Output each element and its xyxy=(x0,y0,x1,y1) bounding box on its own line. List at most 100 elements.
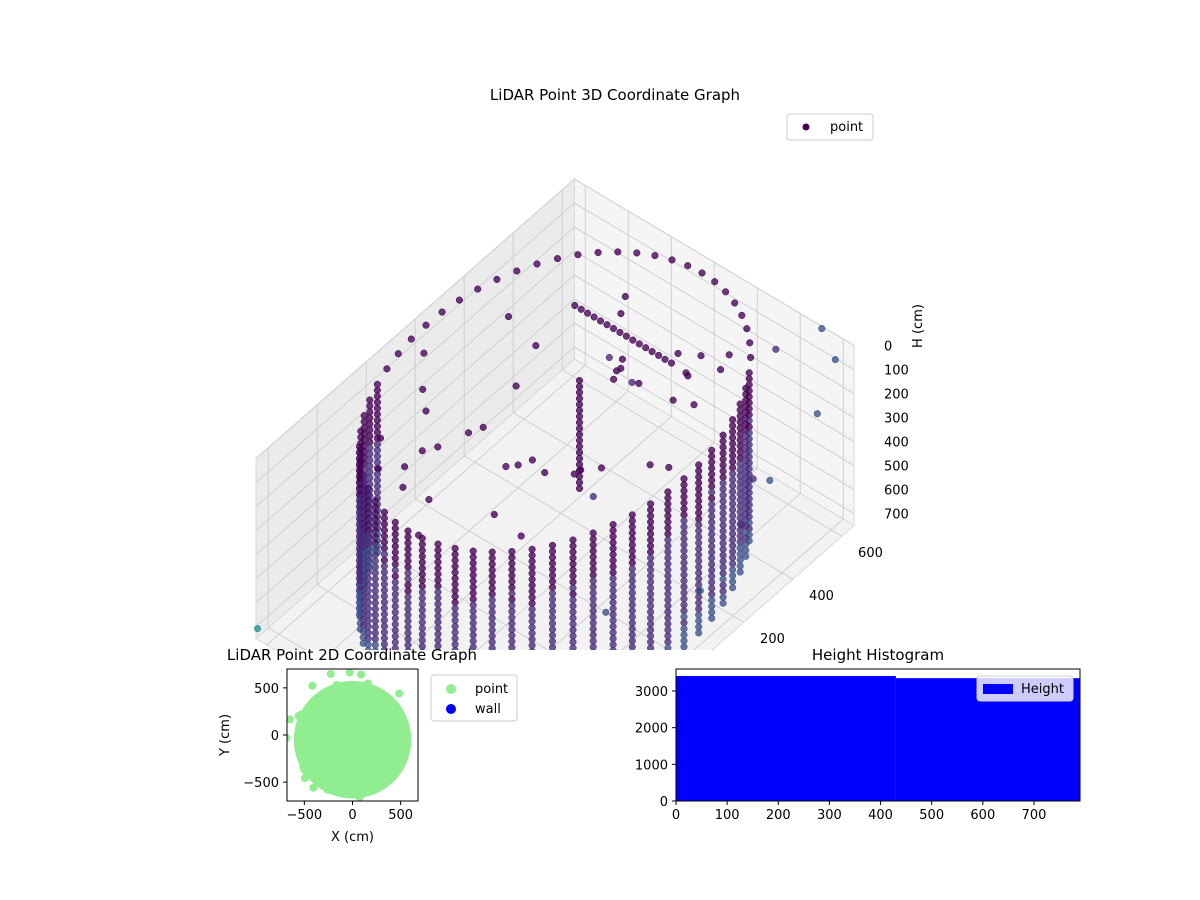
point-2d xyxy=(357,670,366,679)
data-point xyxy=(731,299,739,307)
data-point xyxy=(504,313,513,321)
data-point xyxy=(813,410,821,418)
data-point xyxy=(422,407,430,415)
point-2d xyxy=(335,690,344,699)
data-point xyxy=(617,310,625,318)
y-tick-label-2d: 500 xyxy=(254,682,279,697)
data-point xyxy=(609,324,618,333)
point-2d xyxy=(395,689,404,698)
data-point xyxy=(621,292,629,301)
data-point xyxy=(602,608,610,616)
data-point xyxy=(695,629,703,637)
data-point xyxy=(469,643,477,650)
data-point xyxy=(698,269,706,277)
x-tick-label-hist: 300 xyxy=(817,808,842,823)
data-point xyxy=(404,647,412,650)
data-point xyxy=(451,646,459,650)
data-point xyxy=(766,476,774,484)
data-point xyxy=(628,378,636,386)
h-tick-label: 0 xyxy=(884,339,892,354)
point-2d xyxy=(363,679,372,688)
point-2d xyxy=(339,774,348,783)
grid-h xyxy=(574,178,855,346)
data-point xyxy=(419,648,426,650)
data-point xyxy=(717,366,725,374)
point-2d xyxy=(313,771,322,780)
point-2d xyxy=(287,734,291,743)
grid-y xyxy=(561,369,843,537)
data-point xyxy=(513,267,521,275)
data-point xyxy=(722,288,730,296)
grid-x xyxy=(693,518,844,650)
data-point xyxy=(575,484,584,493)
point-2d xyxy=(357,681,366,690)
data-point xyxy=(648,348,656,356)
x-tick-label-hist: 600 xyxy=(970,808,995,823)
point-2d xyxy=(296,711,305,720)
point-2d xyxy=(359,787,368,796)
data-point xyxy=(746,339,754,347)
data-point xyxy=(629,336,637,344)
x-axis-label-2d: X (cm) xyxy=(331,830,374,845)
data-point xyxy=(747,353,755,362)
y-axis-label-2d: Y (cm) xyxy=(218,714,233,757)
data-point xyxy=(502,462,510,471)
data-point xyxy=(418,447,426,455)
data-point xyxy=(647,644,655,650)
data-point xyxy=(708,614,716,622)
legend-hist-swatch xyxy=(983,684,1013,694)
point-2d xyxy=(309,707,318,716)
legend-2d-label: point xyxy=(475,682,508,697)
data-point xyxy=(609,647,617,650)
data-point xyxy=(616,328,624,336)
data-point xyxy=(488,644,496,650)
data-point xyxy=(719,599,727,607)
data-point xyxy=(401,463,409,471)
x-tick-label-2d: −500 xyxy=(286,808,322,823)
data-point xyxy=(541,469,549,477)
h-tick-label: 400 xyxy=(884,435,909,450)
grid-h xyxy=(574,298,855,466)
data-point xyxy=(664,644,672,650)
data-point xyxy=(394,350,402,358)
data-point xyxy=(490,510,498,519)
data-point xyxy=(603,321,611,329)
data-point xyxy=(655,351,663,359)
legend-hist-box xyxy=(976,675,1074,702)
data-point xyxy=(725,351,733,359)
histogram-title: Height Histogram xyxy=(811,646,945,664)
x-tick-label-hist: 500 xyxy=(919,808,944,823)
points-2d xyxy=(287,669,412,801)
data-point xyxy=(571,301,579,310)
grid-h xyxy=(255,202,575,483)
data-point xyxy=(610,375,618,383)
point-2d xyxy=(287,715,294,724)
data-point xyxy=(646,461,654,469)
grid-h xyxy=(574,202,855,370)
chart-2d-title: LiDAR Point 2D Coordinate Graph xyxy=(226,646,478,664)
data-point xyxy=(738,311,746,319)
point-2d xyxy=(379,770,388,779)
y-tick-label: 200 xyxy=(760,632,785,647)
data-point xyxy=(422,321,430,329)
data-point xyxy=(419,385,427,393)
y-tick-label: 600 xyxy=(858,546,883,561)
grid-h xyxy=(255,178,575,459)
data-point xyxy=(508,643,516,650)
data-point xyxy=(628,643,636,650)
data-point xyxy=(584,309,592,317)
data-point xyxy=(605,353,613,362)
h-tick-label: 300 xyxy=(884,411,909,426)
point-2d xyxy=(322,784,331,793)
data-point xyxy=(831,356,839,364)
point-2d xyxy=(355,793,364,801)
data-point xyxy=(635,340,643,348)
chart-3d: −600−400−2000200400600−600−400−200020040… xyxy=(253,113,926,650)
data-point xyxy=(743,325,751,333)
point-2d xyxy=(345,669,354,677)
data-point xyxy=(528,456,536,464)
data-point xyxy=(528,647,536,650)
legend-point-label: point xyxy=(830,120,863,135)
data-point xyxy=(669,396,677,404)
